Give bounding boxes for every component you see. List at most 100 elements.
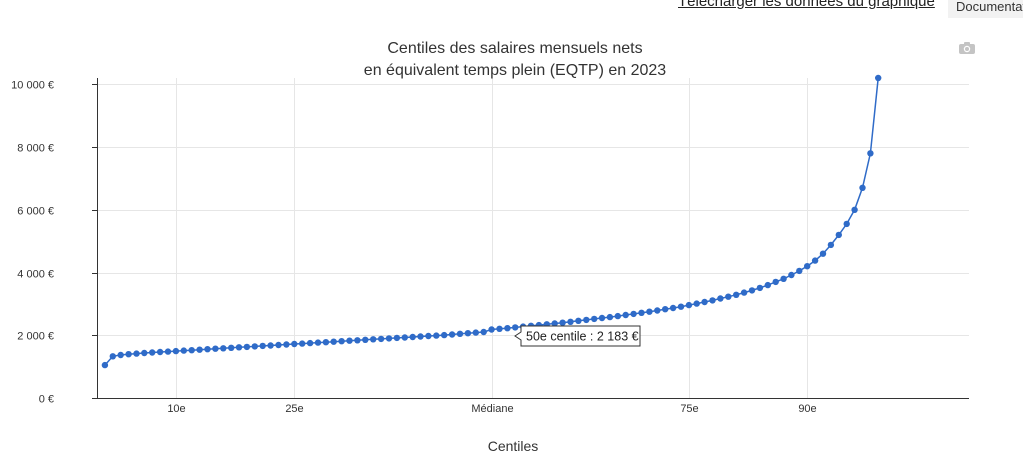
data-point[interactable]: [299, 340, 306, 347]
data-point[interactable]: [772, 278, 779, 286]
data-point[interactable]: [117, 351, 124, 359]
data-point[interactable]: [662, 306, 669, 313]
data-point[interactable]: [875, 74, 882, 82]
camera-icon[interactable]: [959, 42, 975, 54]
data-point[interactable]: [362, 336, 369, 343]
data-point[interactable]: [709, 297, 716, 304]
data-point[interactable]: [441, 331, 448, 339]
data-point[interactable]: [851, 206, 858, 213]
data-point[interactable]: [196, 346, 203, 353]
data-point[interactable]: [685, 301, 693, 309]
data-point[interactable]: [496, 325, 503, 332]
data-point[interactable]: [614, 312, 621, 320]
data-point[interactable]: [204, 346, 211, 353]
data-point[interactable]: [251, 343, 258, 350]
data-point[interactable]: [456, 330, 464, 337]
data-point[interactable]: [101, 361, 109, 369]
data-point[interactable]: [322, 339, 330, 346]
data-point[interactable]: [583, 316, 590, 324]
data-point[interactable]: [780, 275, 787, 282]
data-point[interactable]: [512, 324, 519, 331]
data-point[interactable]: [756, 284, 764, 292]
data-point[interactable]: [567, 318, 574, 325]
data-point[interactable]: [717, 295, 724, 302]
data-point[interactable]: [235, 344, 243, 351]
data-point[interactable]: [228, 344, 235, 351]
tooltip-text: 50e centile : 2 183 €: [526, 330, 639, 344]
data-point[interactable]: [811, 257, 819, 264]
data-point[interactable]: [867, 150, 874, 157]
download-data-link[interactable]: Télécharger les données du graphique: [678, 0, 935, 10]
data-point[interactable]: [480, 328, 487, 336]
data-point[interactable]: [733, 291, 740, 298]
data-point[interactable]: [748, 287, 756, 294]
data-point[interactable]: [291, 340, 298, 348]
data-point[interactable]: [141, 349, 148, 357]
data-point[interactable]: [259, 342, 266, 350]
data-point[interactable]: [156, 348, 164, 356]
data-point[interactable]: [819, 250, 827, 257]
data-point[interactable]: [314, 339, 322, 346]
data-point[interactable]: [283, 341, 290, 348]
data-point[interactable]: [354, 337, 361, 344]
data-point[interactable]: [370, 336, 377, 343]
data-point[interactable]: [693, 300, 700, 307]
data-point[interactable]: [275, 341, 282, 349]
data-point[interactable]: [701, 298, 708, 306]
data-point[interactable]: [385, 335, 393, 342]
data-point[interactable]: [677, 303, 685, 310]
data-point[interactable]: [409, 333, 416, 341]
data-point[interactable]: [796, 267, 803, 275]
data-point[interactable]: [330, 338, 337, 345]
data-point[interactable]: [630, 310, 637, 318]
data-point[interactable]: [646, 308, 653, 315]
data-point[interactable]: [827, 241, 835, 249]
data-point[interactable]: [559, 319, 566, 326]
data-point[interactable]: [488, 326, 495, 333]
documentation-tab[interactable]: Documentation: [948, 0, 1023, 18]
data-point[interactable]: [464, 330, 472, 337]
data-point[interactable]: [109, 353, 117, 360]
data-point[interactable]: [417, 333, 424, 340]
data-point[interactable]: [243, 343, 251, 351]
data-point[interactable]: [180, 347, 187, 354]
data-point[interactable]: [338, 338, 345, 345]
data-point[interactable]: [804, 263, 811, 270]
data-point[interactable]: [764, 281, 771, 289]
data-point[interactable]: [472, 329, 479, 336]
data-point[interactable]: [220, 345, 227, 352]
data-point[interactable]: [575, 317, 582, 324]
data-point[interactable]: [267, 342, 274, 349]
data-point[interactable]: [788, 271, 795, 279]
data-point[interactable]: [654, 307, 661, 314]
data-point[interactable]: [669, 304, 677, 312]
data-point[interactable]: [212, 345, 219, 352]
data-point[interactable]: [551, 320, 558, 327]
data-point[interactable]: [425, 332, 432, 340]
data-point[interactable]: [172, 347, 180, 355]
data-point[interactable]: [164, 348, 172, 355]
data-point[interactable]: [393, 334, 401, 342]
data-point[interactable]: [133, 350, 140, 357]
y-tick-label: 0 €: [39, 394, 54, 406]
data-point[interactable]: [401, 334, 408, 341]
data-point[interactable]: [606, 313, 614, 321]
data-point[interactable]: [433, 332, 440, 339]
data-point[interactable]: [149, 349, 156, 356]
data-point[interactable]: [591, 315, 598, 323]
data-point[interactable]: [125, 351, 132, 358]
data-point[interactable]: [740, 289, 748, 296]
data-point[interactable]: [448, 331, 456, 338]
data-point[interactable]: [377, 335, 385, 343]
data-point[interactable]: [598, 314, 606, 322]
data-point[interactable]: [622, 311, 629, 319]
data-point[interactable]: [504, 325, 511, 332]
data-point[interactable]: [859, 184, 866, 191]
data-point[interactable]: [843, 220, 850, 228]
data-point[interactable]: [725, 293, 732, 300]
data-point[interactable]: [638, 309, 645, 316]
data-point[interactable]: [835, 231, 842, 239]
data-point[interactable]: [188, 347, 195, 354]
data-point[interactable]: [346, 337, 353, 344]
data-point[interactable]: [306, 339, 314, 347]
